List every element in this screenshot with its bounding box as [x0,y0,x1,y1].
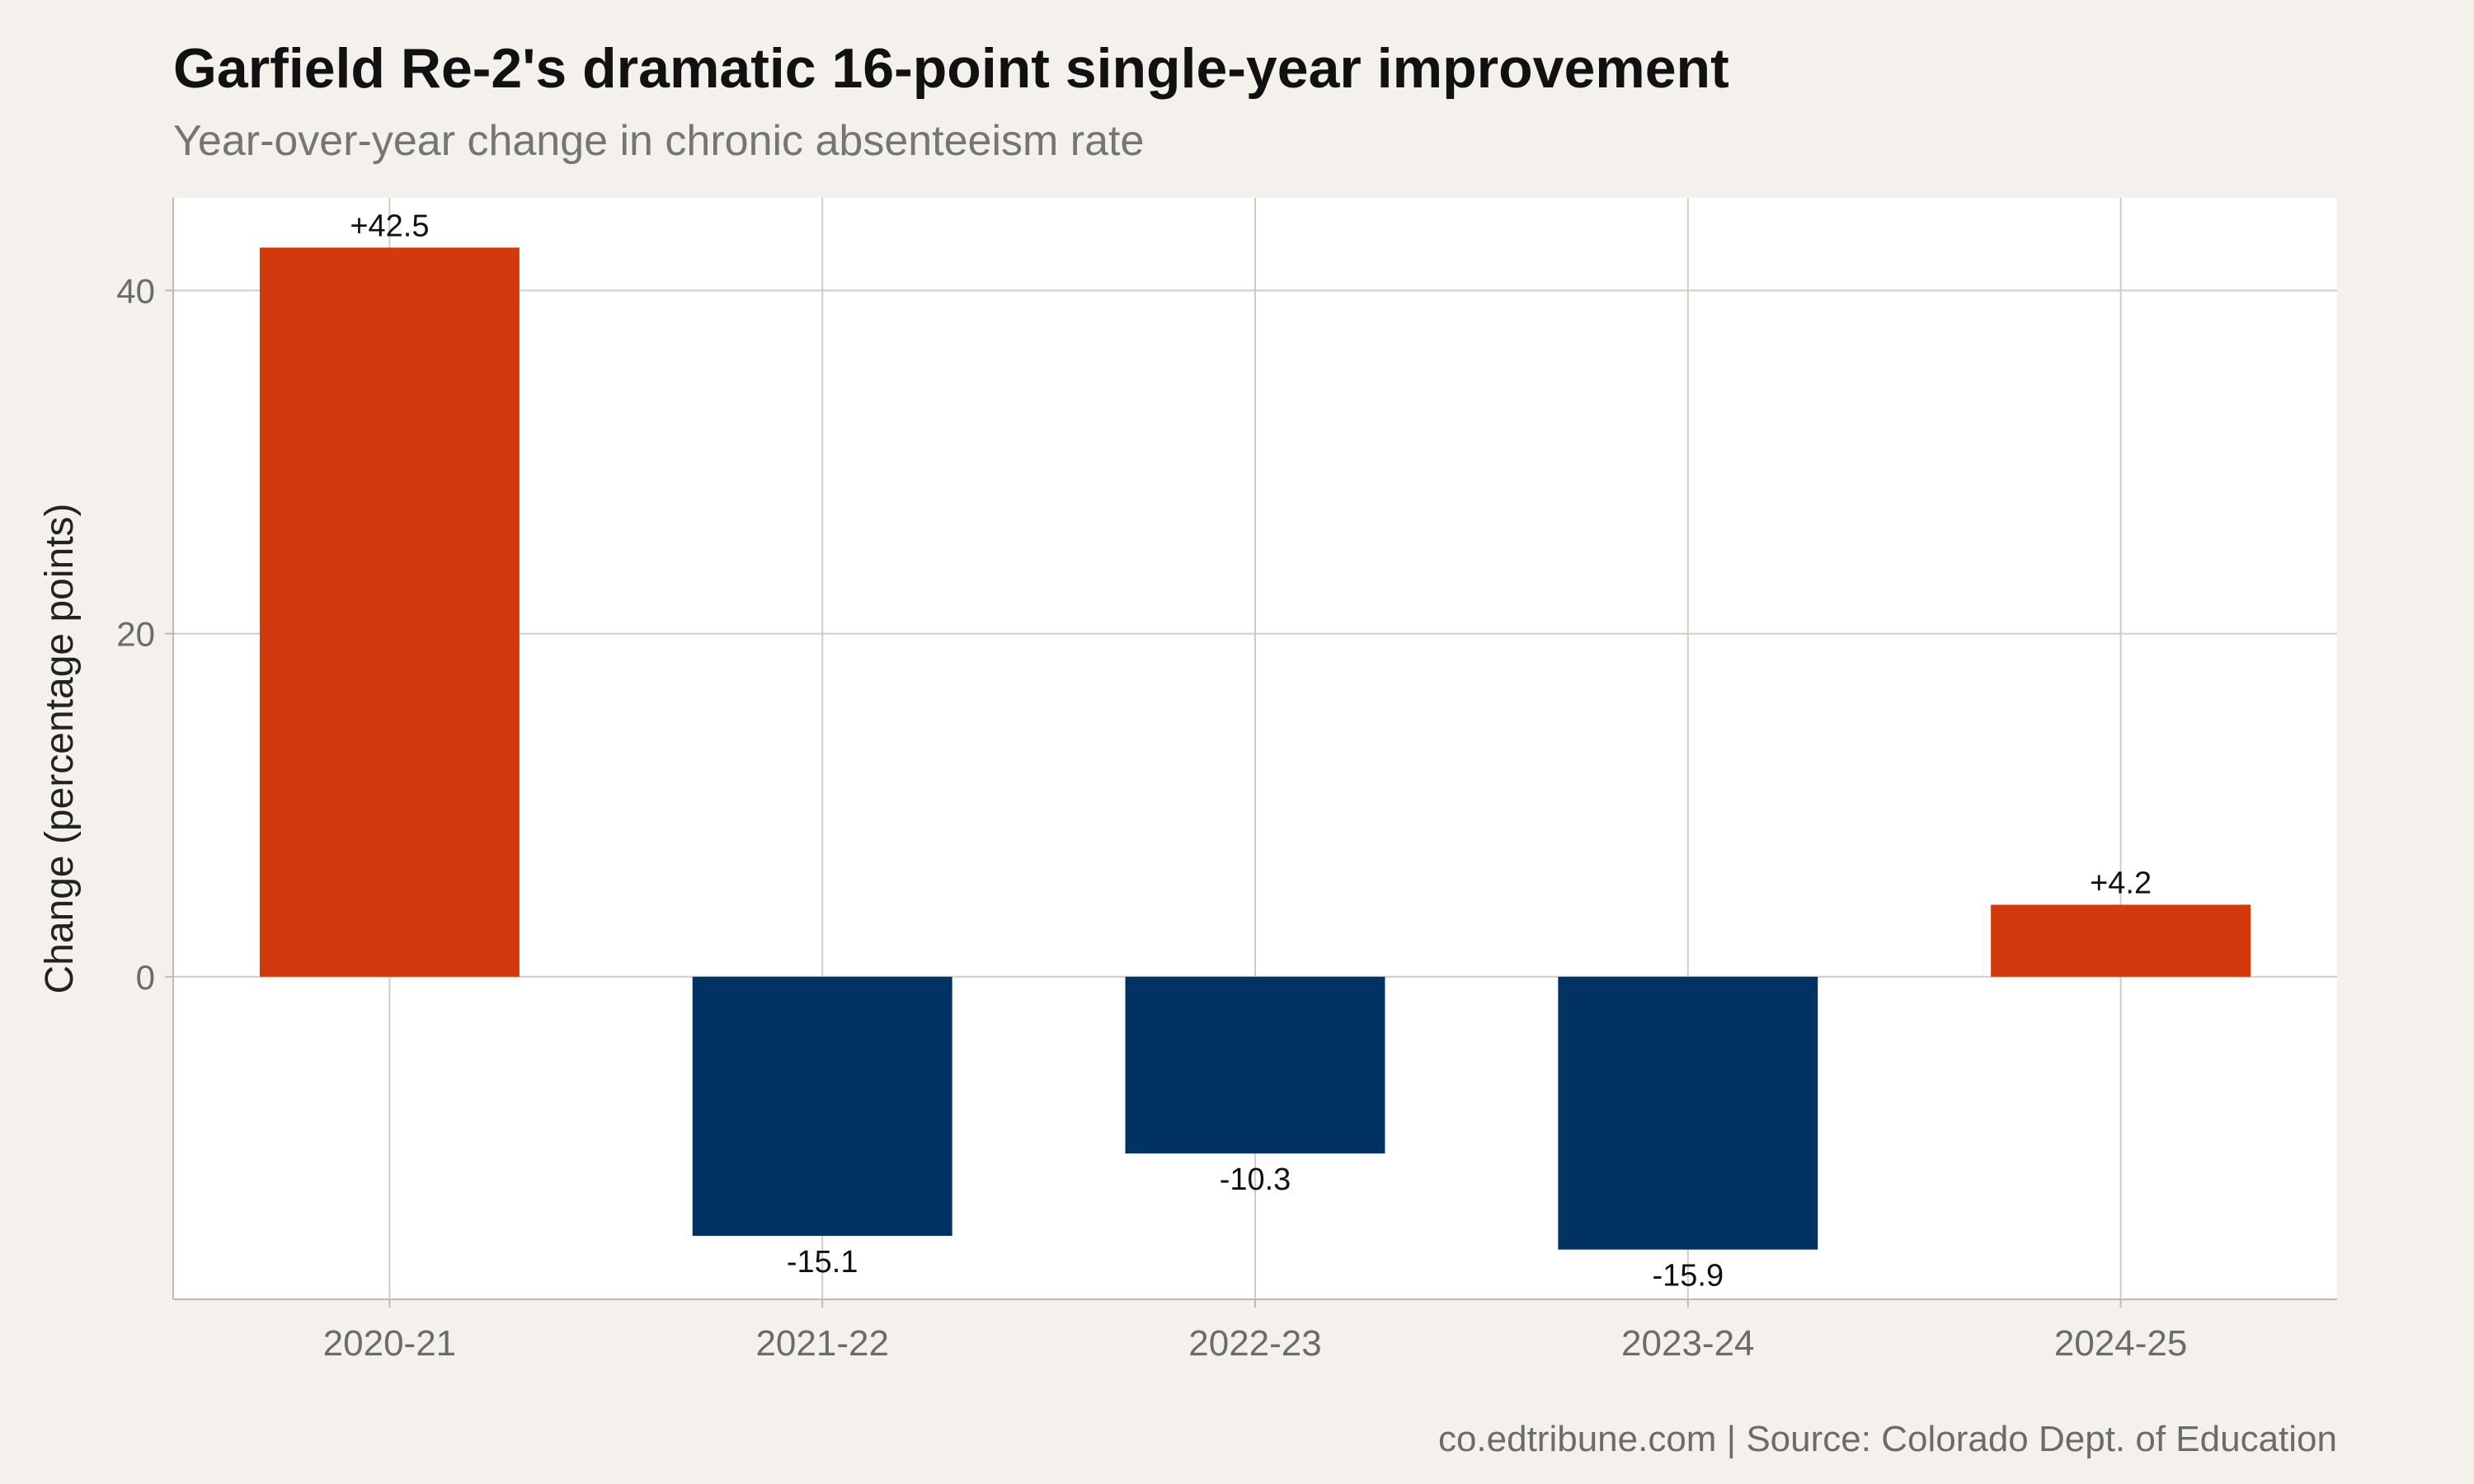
bar-value-label: -10.3 [1220,1162,1291,1197]
bar [1558,976,1818,1250]
x-tick-label: 2023-24 [1621,1323,1754,1364]
bar [259,247,520,977]
chart-caption: co.edtribune.com | Source: Colorado Dept… [1438,1419,2337,1459]
x-tick-label: 2020-21 [323,1323,456,1364]
chart-title: Garfield Re-2's dramatic 16-point single… [173,37,1729,100]
chart-subtitle: Year-over-year change in chronic absente… [173,117,1144,165]
y-tick-label: 40 [116,271,155,310]
bars-layer [259,247,2251,1250]
bar-value-label: -15.1 [787,1245,858,1280]
bar [1991,904,2251,977]
x-tick-label: 2024-25 [2054,1323,2187,1364]
x-tick-label: 2022-23 [1188,1323,1321,1364]
bar-value-label: -15.9 [1652,1259,1724,1294]
bar-value-label: +42.5 [350,209,429,243]
y-tick-label: 20 [116,615,155,654]
bar [1125,976,1385,1154]
bar-value-label: +4.2 [2090,866,2152,900]
value-labels-layer: +42.5 -15.1 -10.3 -15.9 +4.2 [350,209,2152,1293]
x-tick-label: 2021-22 [755,1323,888,1364]
y-tick-label: 0 [136,958,155,997]
bar [692,976,952,1237]
axis-layer: 0 20 40 2020-21 2021-22 2022-23 2023-24 2024-25 [116,198,2337,1364]
y-axis-label: Change (percentage points) [38,503,82,993]
